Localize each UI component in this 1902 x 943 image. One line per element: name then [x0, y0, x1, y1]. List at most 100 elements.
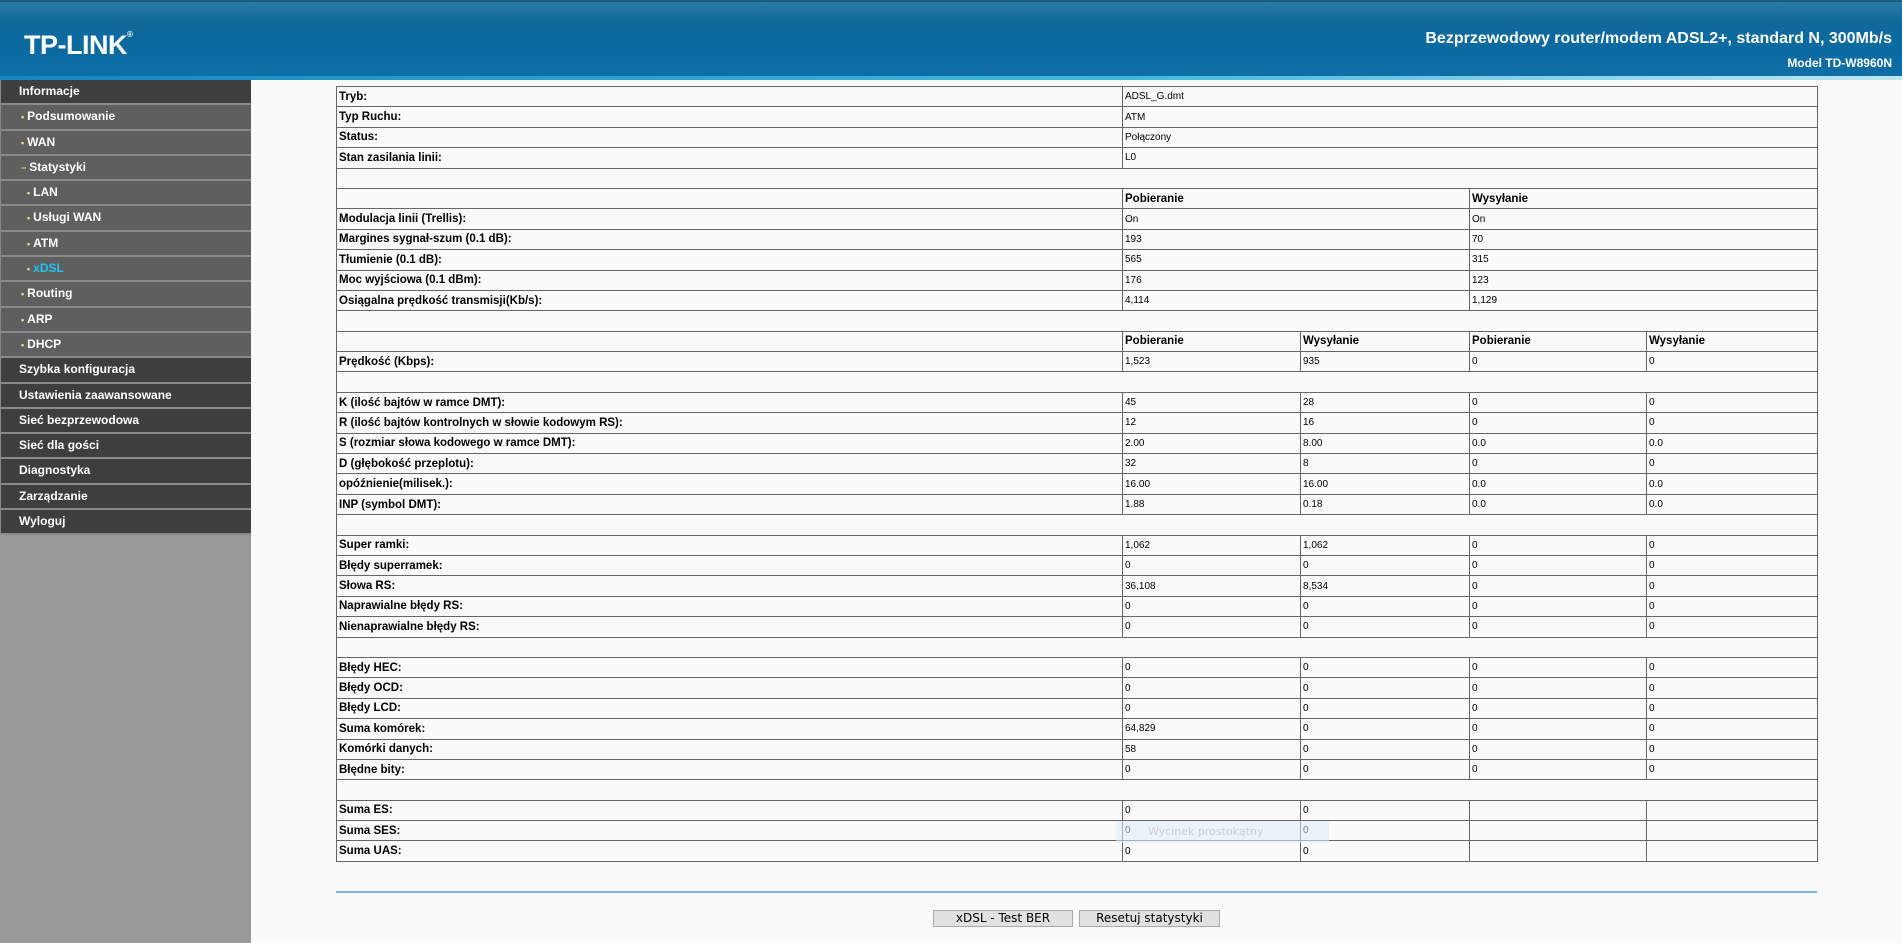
bullet-icon: • [27, 188, 31, 199]
sidebar-item-label: WAN [27, 134, 56, 149]
row-value: 0 [1645, 697, 1819, 720]
row-value: 0 [1645, 391, 1819, 414]
row-value: 0 [1469, 718, 1647, 740]
row-value: 0 [1645, 656, 1819, 679]
table-row: Modulacja linii (Trellis): On On [336, 208, 1819, 230]
row-value: 8,534 [1300, 575, 1470, 597]
sidebar-item-zarz-dzanie[interactable]: Zarządzanie [0, 484, 251, 511]
table-row: Suma ES: 0 0 [336, 799, 1819, 822]
row-label: K (ilość bajtów w ramce DMT): [336, 391, 1123, 414]
row-value: 0 [1300, 799, 1470, 822]
table-row: Słowa RS: 36,108 8,534 0 0 [336, 575, 1819, 597]
sidebar-item-wan[interactable]: • WAN [0, 130, 251, 156]
column-header: Pobieranie [1122, 330, 1301, 353]
row-label: Prędkość (Kbps): [336, 351, 1123, 373]
row-value: 0 [1469, 697, 1647, 720]
row-value: 0 [1122, 840, 1301, 862]
row-value: On [1468, 208, 1819, 230]
row-value: 16.00 [1300, 473, 1470, 495]
row-value: 0.18 [1300, 493, 1470, 516]
row-label: Margines sygnał-szum (0.1 dB): [336, 228, 1123, 251]
logo-text: TP-LINK [24, 30, 127, 60]
row-value: 0 [1645, 595, 1819, 618]
table-row: Status: Połączony [336, 126, 1819, 149]
table-row: Komórki danych: 58 0 0 0 [336, 738, 1819, 760]
table-row: Prędkość (Kbps): 1,523 935 0 0 [336, 351, 1819, 373]
sidebar-item-arp[interactable]: • ARP [0, 307, 251, 333]
sidebar-item-sie-dla-go-ci[interactable]: Sieć dla gości [0, 434, 251, 460]
table-row: Tryb: ADSL_G.dmt [336, 85, 1819, 108]
sidebar-item-dhcp[interactable]: • DHCP [0, 332, 251, 359]
spacer-cell [335, 371, 1819, 393]
row-label: Suma SES: [336, 820, 1123, 842]
table-row: R (ilość bajtów kontrolnych w słowie kod… [336, 412, 1819, 434]
table-row: D (głębokość przeplotu): 32 8 0 0 [336, 453, 1819, 475]
table-row: Błędy OCD: 0 0 0 0 [336, 677, 1819, 699]
spacer-cell [335, 636, 1819, 658]
sidebar-item-informacje[interactable]: Informacje [0, 80, 251, 106]
row-label: Słowa RS: [336, 575, 1123, 597]
row-value: 0.0 [1469, 493, 1647, 516]
row-value: 0 [1645, 616, 1819, 638]
table-row: Błędy LCD: 0 0 0 0 [336, 697, 1819, 720]
sidebar-item-wyloguj[interactable]: Wyloguj [0, 510, 251, 536]
sidebar-item-szybka-konfiguracja[interactable]: Szybka konfiguracja [0, 358, 251, 384]
sidebar-item-label: Statystyki [29, 159, 86, 174]
row-label: Stan zasilania linii: [336, 147, 1123, 169]
row-value: 0 [1122, 595, 1301, 618]
table-row [335, 636, 1819, 658]
sidebar-item-label: Zarządzanie [19, 488, 88, 503]
table-row: Osiągalna prędkość transmisji(Kb/s): 4,11… [336, 289, 1819, 312]
row-value: 565 [1122, 249, 1470, 271]
sidebar-item-label: Sieć dla gości [19, 438, 100, 453]
row-label: Naprawialne błędy RS: [336, 595, 1123, 618]
sidebar-item-label: Usługi WAN [33, 210, 102, 225]
sidebar-item-label: DHCP [27, 336, 62, 351]
row-value: Połączony [1121, 126, 1819, 149]
row-value: 4,114 [1122, 289, 1470, 312]
spacer-cell [335, 310, 1819, 332]
row-value: 0 [1122, 656, 1301, 679]
sidebar-item-routing[interactable]: • Routing [0, 282, 251, 308]
table-row: Tłumienie (0.1 dB): 565 315 [336, 249, 1819, 271]
table-row [335, 371, 1819, 393]
sidebar-item-us-ugi-wan[interactable]: • Usługi WAN [0, 206, 251, 232]
row-label: Błędy HEC: [336, 656, 1123, 679]
row-label: Tłumienie (0.1 dB): [336, 249, 1123, 271]
sidebar-item-diagnostyka[interactable]: Diagnostyka [0, 459, 251, 485]
sidebar-item-ustawienia-zaawansowane[interactable]: Ustawienia zaawansowane [0, 383, 251, 409]
row-value: 12 [1122, 412, 1301, 434]
sidebar-item-label: xDSL [33, 261, 64, 276]
table-row: Nienaprawialne błędy RS: 0 0 0 0 [336, 616, 1819, 638]
table-row: INP (symbol DMT): 1.88 0.18 0.0 0.0 [336, 493, 1819, 516]
row-value [1469, 840, 1647, 862]
row-value: 0 [1469, 391, 1647, 414]
row-value: 0 [1645, 453, 1819, 475]
row-value: 0 [1469, 758, 1647, 781]
sidebar-item-podsumowanie[interactable]: • Podsumowanie [0, 105, 251, 131]
table-row: Naprawialne błędy RS: 0 0 0 0 [336, 595, 1819, 618]
row-value: 0 [1645, 677, 1819, 699]
sidebar-item-sie-bezprzewodowa[interactable]: Sieć bezprzewodowa [0, 408, 251, 435]
sidebar-item-xdsl[interactable]: • xDSL [0, 257, 251, 283]
sidebar-item-lan[interactable]: • LAN [0, 181, 251, 207]
row-value [1469, 799, 1647, 822]
row-label: Błędne bity: [336, 758, 1123, 781]
row-value: 193 [1122, 228, 1470, 251]
xdsl-ber-test-button[interactable]: xDSL - Test BER [933, 910, 1073, 927]
row-label: Super ramki: [336, 534, 1123, 556]
xdsl-stats-table: Tryb: ADSL_G.dmt Typ Ruchu: ATM Status: Połąc… [335, 85, 1819, 862]
sidebar-item-label: Diagnostyka [19, 463, 91, 478]
row-label: Moc wyjściowa (0.1 dBm): [336, 269, 1123, 291]
sidebar-item-statystyki[interactable]: − Statystyki [0, 155, 251, 182]
row-label: Suma ES: [336, 799, 1123, 822]
sidebar-item-atm[interactable]: • ATM [0, 231, 251, 258]
reset-statistics-button[interactable]: Resetuj statystyki [1079, 910, 1220, 927]
spacer-cell [335, 514, 1819, 536]
row-value: 0 [1645, 575, 1819, 597]
row-value: 64,829 [1122, 718, 1301, 740]
row-value: 0 [1469, 677, 1647, 699]
table-row: S (rozmiar słowa kodowego w ramce DMT): 2… [336, 432, 1819, 455]
table-row: K (ilość bajtów w ramce DMT): 45 28 0 0 [336, 391, 1819, 414]
row-label: Modulacja linii (Trellis): [336, 208, 1123, 230]
